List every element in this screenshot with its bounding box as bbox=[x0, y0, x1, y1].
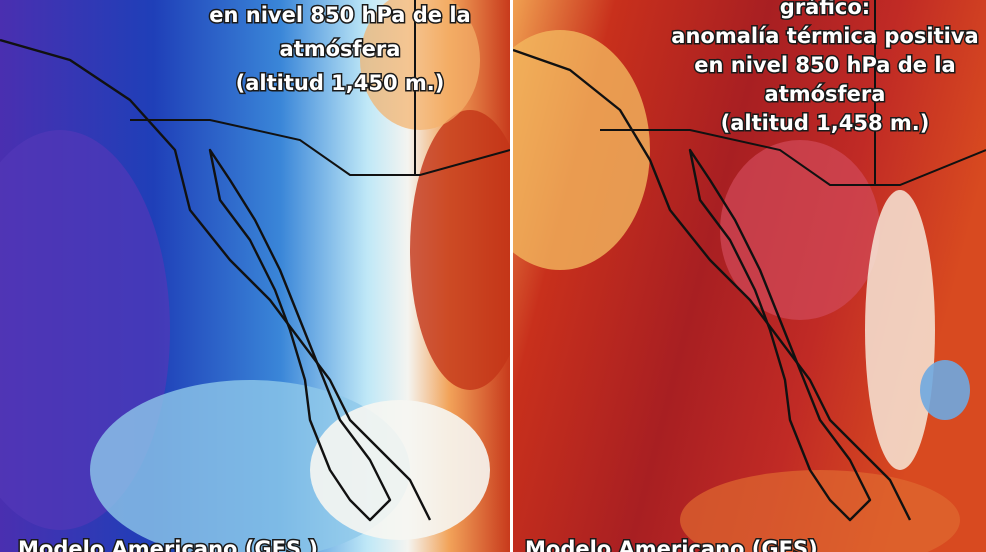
divider bbox=[510, 0, 513, 552]
title-line: (altitud 1,450 m.) bbox=[236, 71, 445, 95]
title-line: gráfico: bbox=[780, 0, 870, 19]
title-line: atmósfera bbox=[280, 37, 401, 61]
captions: en nivel 850 hPa de la atmósfera (altitud … bbox=[17, 0, 981, 552]
title-line: en nivel 850 hPa de la bbox=[694, 53, 955, 77]
title-line: (altitud 1,458 m.) bbox=[721, 111, 930, 135]
right-map bbox=[513, 0, 986, 552]
footer: Modelo Americano (GFS ) bbox=[18, 537, 318, 552]
title-line: anomalía térmica positiva bbox=[671, 24, 978, 48]
title-line: en nivel 850 hPa de la bbox=[209, 3, 470, 27]
footer: Modelo Americano (GFS) bbox=[525, 537, 818, 552]
title-line: atmósfera bbox=[765, 82, 886, 106]
left-map bbox=[0, 0, 510, 552]
